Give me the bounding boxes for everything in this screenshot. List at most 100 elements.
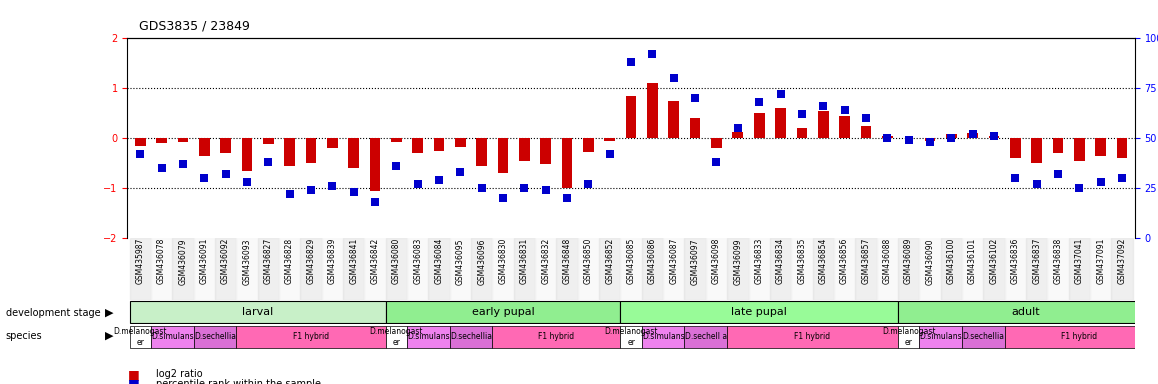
Text: GSM437041: GSM437041 — [1075, 238, 1084, 285]
FancyBboxPatch shape — [236, 326, 386, 348]
Bar — [940, 238, 962, 300]
Point — [835, 107, 853, 113]
Bar — [967, 133, 979, 138]
Bar — [1053, 138, 1063, 153]
Text: F1 hybrid: F1 hybrid — [794, 333, 830, 341]
Text: early pupal: early pupal — [471, 307, 535, 317]
Text: GSM436830: GSM436830 — [499, 238, 507, 285]
Bar — [562, 138, 572, 188]
Bar — [1047, 238, 1069, 300]
Text: GSM436852: GSM436852 — [606, 238, 614, 284]
Bar — [775, 108, 786, 138]
Text: GSM436841: GSM436841 — [349, 238, 358, 284]
Text: GSM436091: GSM436091 — [199, 238, 208, 285]
Bar — [412, 138, 423, 153]
Bar — [706, 238, 727, 300]
Text: D.sechell a: D.sechell a — [684, 333, 727, 341]
Text: GSM436854: GSM436854 — [819, 238, 828, 285]
Bar — [1010, 138, 1020, 158]
Point — [1027, 181, 1046, 187]
Text: GSM436839: GSM436839 — [328, 238, 337, 285]
Text: D.melanogast
er: D.melanogast er — [882, 327, 936, 347]
Text: D.sechellia: D.sechellia — [962, 333, 1004, 341]
Bar — [134, 138, 146, 146]
Bar — [1112, 238, 1133, 300]
Bar — [514, 238, 535, 300]
Bar — [406, 238, 428, 300]
Bar — [1090, 238, 1112, 300]
Bar — [1073, 138, 1085, 161]
Text: GSM436088: GSM436088 — [882, 238, 892, 284]
Text: GSM436857: GSM436857 — [862, 238, 871, 285]
Bar — [434, 138, 445, 151]
Text: GSM437092: GSM437092 — [1117, 238, 1127, 285]
Text: GSM436837: GSM436837 — [1032, 238, 1041, 285]
Bar — [946, 134, 957, 138]
Bar — [690, 118, 701, 138]
Text: D.melanogast
er: D.melanogast er — [369, 327, 423, 347]
Text: GSM436087: GSM436087 — [669, 238, 679, 285]
Text: GSM436101: GSM436101 — [968, 238, 977, 284]
Bar — [428, 238, 449, 300]
Text: log2 ratio: log2 ratio — [156, 369, 203, 379]
Text: adult: adult — [1012, 307, 1040, 317]
Point — [900, 137, 918, 143]
Point — [601, 151, 620, 157]
Text: late pupal: late pupal — [731, 307, 787, 317]
Bar — [257, 238, 279, 300]
Bar — [471, 238, 492, 300]
Bar — [306, 138, 316, 163]
Bar — [327, 138, 338, 148]
Bar — [349, 138, 359, 168]
Bar — [300, 238, 322, 300]
Bar — [220, 138, 230, 153]
Point — [814, 103, 833, 109]
Bar — [754, 113, 764, 138]
FancyBboxPatch shape — [727, 326, 897, 348]
Bar — [541, 138, 551, 164]
Bar — [642, 238, 664, 300]
Bar — [897, 238, 919, 300]
Point — [792, 111, 811, 118]
Text: GSM436833: GSM436833 — [755, 238, 763, 285]
Bar — [770, 238, 791, 300]
Text: GSM436085: GSM436085 — [626, 238, 636, 285]
FancyBboxPatch shape — [684, 326, 727, 348]
Point — [493, 195, 512, 201]
Bar — [284, 138, 295, 166]
Bar — [818, 111, 828, 138]
Bar — [130, 238, 151, 300]
Text: ▶: ▶ — [105, 308, 113, 318]
Point — [941, 135, 960, 141]
Bar — [242, 138, 252, 170]
Text: ■: ■ — [127, 377, 139, 384]
Bar — [215, 238, 236, 300]
Text: GSM436096: GSM436096 — [477, 238, 486, 285]
Point — [472, 185, 491, 191]
Point — [536, 187, 555, 193]
FancyBboxPatch shape — [621, 301, 897, 323]
Point — [174, 161, 192, 167]
Text: D.sechellia: D.sechellia — [450, 333, 492, 341]
Bar — [173, 238, 193, 300]
Text: GDS3835 / 23849: GDS3835 / 23849 — [139, 19, 250, 32]
FancyBboxPatch shape — [1005, 326, 1155, 348]
Text: GSM437091: GSM437091 — [1097, 238, 1105, 285]
Point — [302, 187, 321, 193]
Bar — [322, 238, 343, 300]
Text: D.simulans: D.simulans — [151, 333, 193, 341]
Bar — [498, 138, 508, 173]
Point — [750, 99, 769, 105]
Point — [152, 165, 170, 171]
Point — [921, 139, 939, 145]
Point — [728, 125, 747, 131]
Bar — [236, 238, 257, 300]
Bar — [856, 238, 877, 300]
Text: GSM436100: GSM436100 — [947, 238, 955, 285]
Point — [622, 59, 640, 65]
Point — [878, 135, 896, 141]
Text: GSM436097: GSM436097 — [690, 238, 699, 285]
Bar — [919, 238, 940, 300]
Point — [1006, 175, 1025, 181]
Bar — [1095, 138, 1106, 156]
